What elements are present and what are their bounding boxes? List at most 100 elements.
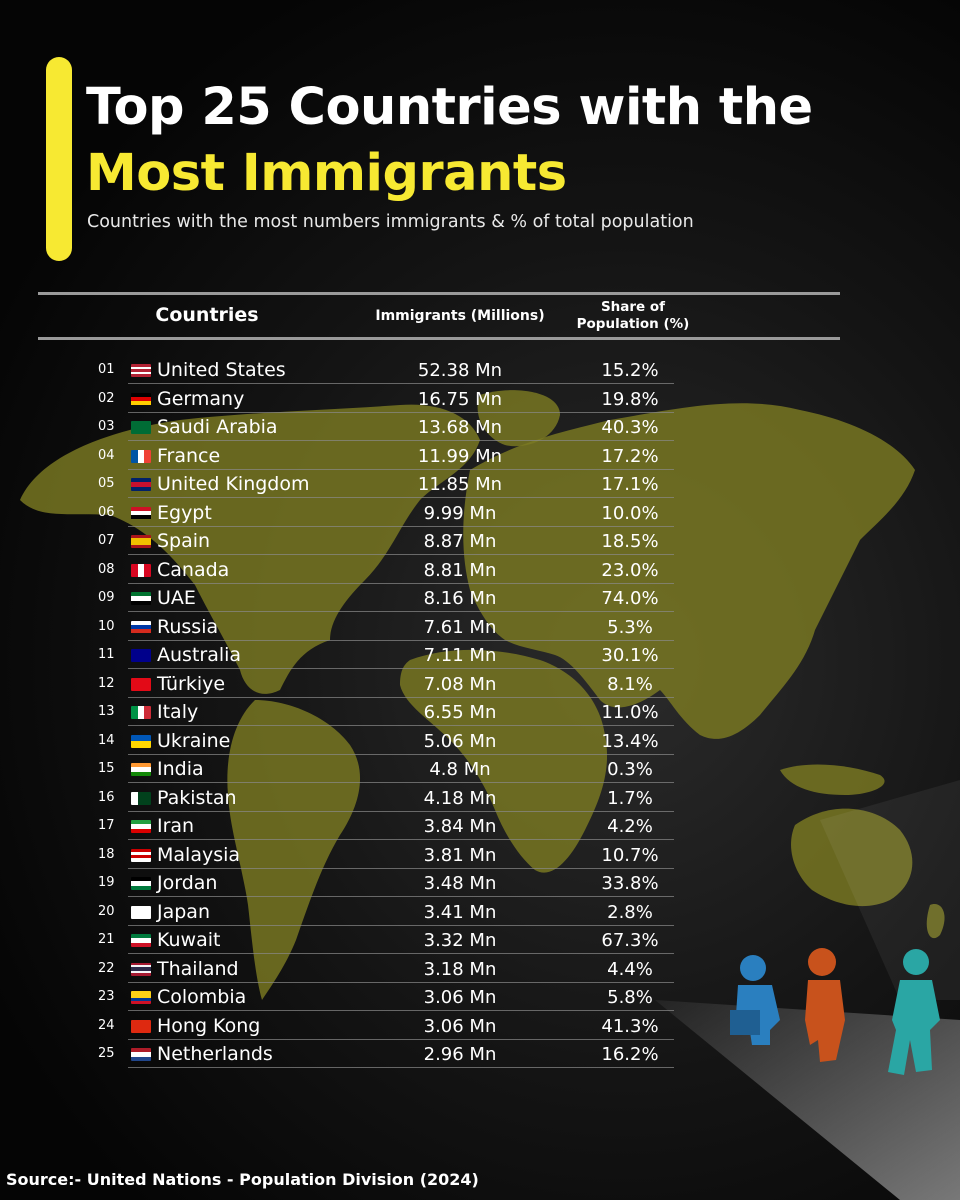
table-header-top-rule bbox=[38, 292, 840, 295]
row-rank: 08 bbox=[98, 561, 115, 577]
row-country: Türkiye bbox=[157, 672, 226, 695]
row-separator bbox=[128, 611, 674, 612]
row-rank: 11 bbox=[98, 647, 115, 662]
row-immigrants: 4.18 Mn bbox=[423, 787, 497, 809]
flag-icon bbox=[131, 506, 151, 520]
row-immigrants: 8.81 Mn bbox=[423, 559, 497, 581]
flag-icon bbox=[131, 563, 151, 577]
row-country: Saudi Arabia bbox=[157, 416, 278, 438]
row-share: 0.3% bbox=[607, 759, 653, 780]
row-immigrants: 16.75 Mn bbox=[417, 388, 503, 410]
row-immigrants: 3.18 Mn bbox=[423, 958, 497, 980]
flag-icon bbox=[131, 620, 151, 634]
row-country: Iran bbox=[157, 815, 195, 837]
row-country: United Kingdom bbox=[157, 473, 310, 495]
row-country: Canada bbox=[157, 558, 230, 581]
row-rank: 10 bbox=[98, 618, 115, 634]
row-rank: 22 bbox=[98, 960, 115, 976]
table-row: 17 Iran 3.84 Mn 4.2% bbox=[0, 812, 960, 840]
row-share: 23.0% bbox=[601, 559, 659, 581]
table-row: 16 Pakistan 4.18 Mn 1.7% bbox=[0, 784, 960, 812]
row-separator bbox=[128, 668, 674, 669]
row-separator bbox=[128, 1010, 674, 1011]
person-teal-icon bbox=[888, 949, 940, 1075]
column-header-immigrants: Immigrants (Millions) bbox=[375, 308, 545, 324]
row-immigrants: 4.8 Mn bbox=[429, 759, 491, 780]
table-row: 05 United Kingdom 11.85 Mn 17.1% bbox=[0, 470, 960, 498]
row-rank: 19 bbox=[98, 875, 115, 890]
page-title-line-1: Top 25 Countries with the bbox=[86, 78, 813, 137]
row-rank: 25 bbox=[98, 1046, 115, 1061]
row-country: Russia bbox=[157, 615, 219, 638]
row-immigrants: 2.96 Mn bbox=[423, 1044, 497, 1065]
row-separator bbox=[128, 696, 674, 698]
row-country: Pakistan bbox=[157, 786, 237, 809]
row-rank: 21 bbox=[98, 932, 115, 947]
row-separator bbox=[128, 981, 674, 983]
row-country: Thailand bbox=[157, 957, 239, 980]
row-country: Kuwait bbox=[157, 929, 221, 951]
row-country: Hong Kong bbox=[157, 1014, 261, 1037]
row-share: 30.1% bbox=[601, 645, 659, 666]
map-australia bbox=[791, 808, 913, 907]
flag-icon bbox=[131, 478, 151, 491]
row-country: Japan bbox=[157, 900, 210, 923]
row-immigrants: 3.32 Mn bbox=[423, 930, 497, 951]
table-row: 23 Colombia 3.06 Mn 5.8% bbox=[0, 983, 960, 1011]
table-row: 09 UAE 8.16 Mn 74.0% bbox=[0, 584, 960, 612]
row-rank: 20 bbox=[98, 903, 115, 919]
row-country: Egypt bbox=[157, 501, 212, 524]
row-rank: 06 bbox=[98, 504, 115, 520]
row-separator bbox=[128, 1067, 674, 1068]
row-country: Ukraine bbox=[157, 729, 231, 752]
table-row: 08 Canada 8.81 Mn 23.0% bbox=[0, 556, 960, 584]
table-row: 13 Italy 6.55 Mn 11.0% bbox=[0, 698, 960, 726]
row-separator bbox=[128, 440, 674, 441]
row-immigrants: 8.16 Mn bbox=[423, 588, 497, 609]
row-immigrants: 8.87 Mn bbox=[423, 531, 497, 552]
row-rank: 02 bbox=[98, 390, 115, 406]
flag-icon bbox=[131, 535, 151, 548]
row-share: 4.2% bbox=[607, 816, 653, 837]
flag-icon bbox=[131, 934, 151, 947]
map-north-america bbox=[20, 404, 480, 694]
row-share: 74.0% bbox=[601, 588, 659, 609]
row-immigrants: 7.08 Mn bbox=[423, 673, 497, 695]
row-share: 10.7% bbox=[601, 844, 659, 866]
table-row: 01 United States 52.38 Mn 15.2% bbox=[0, 356, 960, 384]
row-country: UAE bbox=[157, 587, 196, 609]
row-separator bbox=[128, 525, 674, 527]
table-row: 02 Germany 16.75 Mn 19.8% bbox=[0, 385, 960, 413]
row-separator bbox=[128, 383, 674, 384]
flag-icon bbox=[131, 364, 151, 377]
row-separator bbox=[128, 782, 674, 783]
row-immigrants: 3.48 Mn bbox=[423, 873, 497, 894]
row-country: Spain bbox=[157, 530, 211, 552]
row-immigrants: 11.85 Mn bbox=[417, 474, 503, 495]
row-share: 1.7% bbox=[607, 787, 653, 809]
map-new-zealand bbox=[926, 904, 945, 939]
person-blue-icon bbox=[730, 955, 780, 1045]
row-separator bbox=[128, 839, 674, 840]
row-rank: 14 bbox=[98, 732, 115, 748]
row-country: India bbox=[157, 758, 204, 780]
source-note: Source:- United Nations - Population Div… bbox=[6, 1170, 479, 1189]
row-separator bbox=[128, 896, 674, 897]
row-country: France bbox=[157, 444, 221, 467]
table-row: 07 Spain 8.87 Mn 18.5% bbox=[0, 527, 960, 555]
row-separator bbox=[128, 867, 674, 869]
table-row: 15 India 4.8 Mn 0.3% bbox=[0, 755, 960, 783]
table-row: 21 Kuwait 3.32 Mn 67.3% bbox=[0, 926, 960, 954]
row-country: Colombia bbox=[157, 986, 247, 1008]
row-rank: 03 bbox=[98, 419, 115, 434]
column-header-share: Share of Population (%) bbox=[576, 299, 690, 332]
table-row: 24 Hong Kong 3.06 Mn 41.3% bbox=[0, 1012, 960, 1040]
row-share: 17.2% bbox=[601, 445, 659, 467]
table-row: 10 Russia 7.61 Mn 5.3% bbox=[0, 613, 960, 641]
row-rank: 24 bbox=[98, 1017, 115, 1033]
table-row: 03 Saudi Arabia 13.68 Mn 40.3% bbox=[0, 413, 960, 441]
row-country: Malaysia bbox=[157, 843, 241, 866]
table-row: 12 Türkiye 7.08 Mn 8.1% bbox=[0, 670, 960, 698]
row-country: Italy bbox=[157, 701, 199, 723]
